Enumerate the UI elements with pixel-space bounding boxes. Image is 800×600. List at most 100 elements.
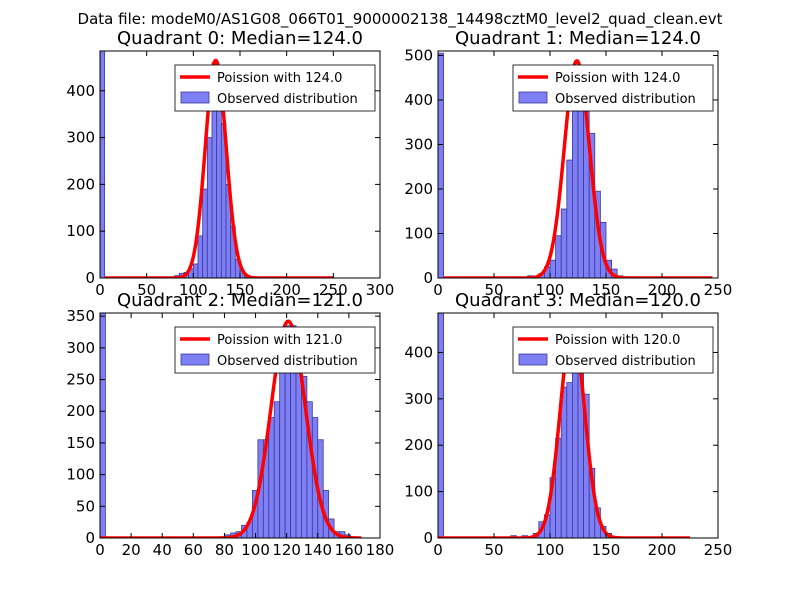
legend-bar-swatch [180,91,210,104]
x-tick-label: 50 [484,541,503,559]
histogram-bar [100,313,106,538]
x-tick-label: 0 [433,281,443,299]
subplot-quadrant-0: Quadrant 0: Median=124.0 0 50 100 150 200 250 3… [66,28,394,299]
axes-frame [437,312,719,539]
histogram-bar [438,313,444,538]
histogram-bar [560,208,568,278]
x-tick-label: 100 [536,281,565,299]
legend-line-label: Poission with 121.0 [217,333,342,348]
x-tick-label: 100 [536,541,565,559]
y-tick-label: 200 [404,436,433,454]
y-tick-label: 350 [66,307,95,325]
legend-line-label: Poission with 120.0 [555,333,680,348]
y-tick-label: 300 [404,390,433,408]
y-tick-label: 100 [404,483,433,501]
y-tick-label: 200 [66,402,95,420]
histogram-bar [192,263,199,278]
legend-bar-swatch [180,353,210,366]
subplot-title: Quadrant 1: Median=124.0 [455,28,701,49]
x-tick-label: 0 [95,541,105,559]
histogram-bar [555,235,562,278]
x-tick-label: 140 [303,541,332,559]
y-tick-label: 100 [404,224,433,242]
y-tick-label: 0 [85,529,95,547]
subplot-quadrant-3: Quadrant 3: Median=120.0 0 50 100 150 200 250 0… [404,290,732,559]
legend-bar-label: Observed distribution [555,92,696,107]
y-tick-label: 0 [423,529,433,547]
figure-suptitle: Data file: modeM0/AS1G08_066T01_90000021… [78,10,723,29]
y-tick-label: 200 [66,175,95,193]
legend-bar-label: Observed distribution [217,354,358,369]
x-tick-label: 0 [95,281,105,299]
x-tick-label: 200 [648,541,677,559]
legend-bar-swatch [518,353,548,366]
x-tick-label: 150 [592,281,621,299]
x-tick-label: 80 [215,541,234,559]
y-tick-label: 300 [66,129,95,147]
y-tick-label: 400 [404,91,433,109]
histogram-bar [197,235,204,278]
x-tick-label: 250 [704,541,733,559]
x-tick-label: 0 [433,541,443,559]
histogram-bar [566,159,573,278]
x-tick-label: 50 [137,281,156,299]
histogram-bar [572,106,579,278]
histogram-bar [206,137,213,278]
subplot-title: Quadrant 3: Median=120.0 [455,290,701,311]
y-tick-label: 100 [66,222,95,240]
x-tick-label: 160 [335,541,364,559]
y-tick-label: 300 [66,339,95,357]
x-tick-label: 200 [272,281,301,299]
histogram-bar [566,382,573,538]
x-tick-label: 20 [122,541,141,559]
x-tick-label: 100 [179,281,208,299]
x-tick-label: 60 [184,541,203,559]
histogram-bar [268,417,275,538]
legend-line-label: Poission with 124.0 [217,71,342,86]
y-tick-label: 400 [66,82,95,100]
y-tick-label: 250 [66,371,95,389]
y-tick-label: 100 [66,466,95,484]
legend-line-label: Poission with 124.0 [555,71,680,86]
y-tick-label: 150 [66,434,95,452]
histogram-bar [549,259,556,278]
subplot-quadrant-1: Quadrant 1: Median=124.0 0 50 100 150 200 250 0… [404,28,732,299]
x-tick-label: 150 [226,281,255,299]
legend: Poission with 121.0 Observed distribution [174,326,376,374]
x-tick-label: 40 [153,541,172,559]
legend-bar-swatch [518,91,548,104]
x-tick-label: 120 [272,541,301,559]
subplot-title: Quadrant 2: Median=121.0 [117,290,363,311]
x-tick-label: 250 [319,281,348,299]
y-tick-label: 500 [404,46,433,64]
histogram-bar [438,52,444,278]
y-tick-label: 300 [404,135,433,153]
legend: Poission with 124.0 Observed distribution [512,64,714,112]
x-tick-label: 250 [704,281,733,299]
histogram-bar [560,386,568,538]
axes-frame [99,312,381,539]
y-tick-label: 0 [423,269,433,287]
subplot-quadrant-2: Quadrant 2: Median=121.00 20 40 60 80 100 120 1… [66,290,394,559]
axes-frame [437,50,719,279]
y-tick-label: 50 [76,497,95,515]
x-tick-label: 50 [484,281,503,299]
legend-bar-label: Observed distribution [217,92,358,107]
histogram-bar [202,188,208,278]
y-tick-label: 400 [404,343,433,361]
x-tick-label: 200 [648,281,677,299]
legend-bar-label: Observed distribution [555,354,696,369]
x-tick-label: 100 [241,541,270,559]
legend: Poission with 124.0 Observed distribution [174,64,376,112]
x-tick-label: 150 [592,541,621,559]
x-tick-label: 180 [366,541,395,559]
histogram-bar [273,401,281,538]
y-tick-label: 0 [85,269,95,287]
y-tick-label: 200 [404,180,433,198]
plot-area [438,313,692,538]
poisson-fit-line [100,319,363,538]
x-tick-label: 300 [366,281,395,299]
histogram-bar [100,51,106,278]
subplot-title: Quadrant 0: Median=124.0 [117,28,363,49]
